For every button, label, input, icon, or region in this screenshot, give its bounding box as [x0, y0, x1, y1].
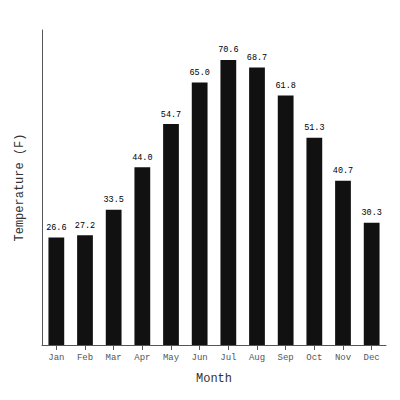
svg-text:Mar: Mar: [106, 353, 122, 363]
svg-text:Feb: Feb: [77, 353, 93, 363]
svg-text:33.5: 33.5: [103, 195, 123, 205]
svg-text:Jul: Jul: [220, 353, 236, 363]
svg-text:61.8: 61.8: [275, 81, 295, 91]
svg-text:Dec: Dec: [364, 353, 380, 363]
svg-text:Aug: Aug: [249, 353, 265, 363]
svg-text:May: May: [163, 353, 180, 363]
svg-text:51.3: 51.3: [304, 123, 324, 133]
svg-text:65.0: 65.0: [189, 68, 209, 78]
svg-text:Jan: Jan: [48, 353, 64, 363]
svg-text:Jun: Jun: [192, 353, 208, 363]
svg-text:Sep: Sep: [278, 353, 294, 363]
svg-text:Nov: Nov: [335, 353, 352, 363]
svg-text:Month: Month: [196, 372, 232, 386]
svg-text:Apr: Apr: [134, 353, 150, 363]
svg-text:Temperature (F): Temperature (F): [13, 133, 27, 241]
svg-text:30.3: 30.3: [361, 208, 381, 218]
svg-text:70.6: 70.6: [218, 45, 238, 55]
svg-text:26.6: 26.6: [46, 223, 66, 233]
svg-text:54.7: 54.7: [161, 110, 181, 120]
svg-text:68.7: 68.7: [247, 53, 267, 63]
svg-text:27.2: 27.2: [75, 221, 95, 231]
svg-text:40.7: 40.7: [333, 166, 353, 176]
svg-text:Oct: Oct: [306, 353, 322, 363]
svg-text:44.0: 44.0: [132, 153, 152, 163]
